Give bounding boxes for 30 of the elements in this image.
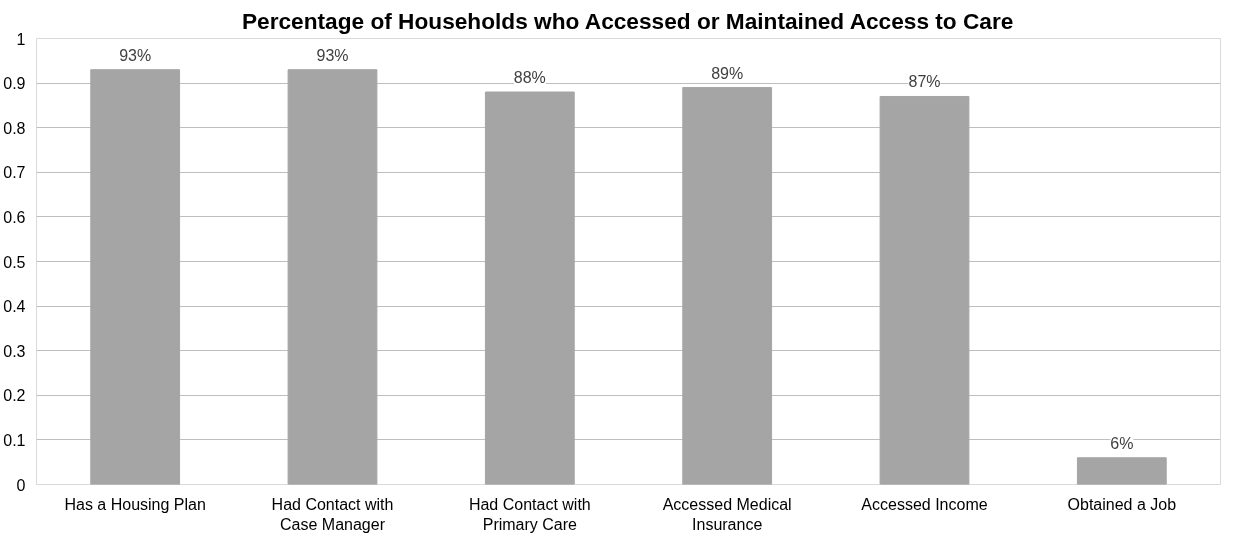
data-label: 89% (711, 64, 744, 82)
y-tick-label: 0 (16, 476, 26, 494)
data-label: 93% (119, 46, 152, 64)
y-tick-label: 0.2 (3, 387, 26, 405)
x-tick-label: Obtained a Job (1067, 495, 1177, 513)
data-label: 87% (908, 73, 941, 91)
x-tick-label: Accessed Income (861, 495, 988, 513)
bar (484, 91, 575, 485)
bar (879, 95, 970, 485)
bar (1076, 457, 1167, 485)
x-tick-label: Had Contact with Case Manager (271, 495, 394, 533)
bar (287, 69, 378, 485)
x-tick-label: Had Contact with Primary Care (468, 495, 591, 533)
y-tick-label: 0.1 (3, 431, 26, 449)
y-tick-label: 0.8 (3, 119, 26, 137)
data-label: 6% (1110, 434, 1134, 452)
y-tick-label: 1 (16, 30, 26, 48)
data-label: 93% (316, 46, 349, 64)
y-tick-label: 0.4 (3, 298, 26, 316)
y-tick-label: 0.7 (3, 164, 26, 182)
y-tick-label: 0.5 (3, 253, 26, 271)
x-tick-label: Accessed Medical Insurance (662, 495, 792, 533)
data-label: 88% (513, 69, 546, 87)
y-tick-label: 0.6 (3, 208, 26, 226)
bar (90, 69, 181, 485)
y-tick-label: 0.9 (3, 75, 26, 93)
y-tick-label: 0.3 (3, 342, 26, 360)
x-tick-label: Has a Housing Plan (64, 495, 206, 513)
bar (682, 87, 773, 485)
chart-title: Percentage of Households who Accessed or Maintained Access to Care (241, 7, 1014, 34)
